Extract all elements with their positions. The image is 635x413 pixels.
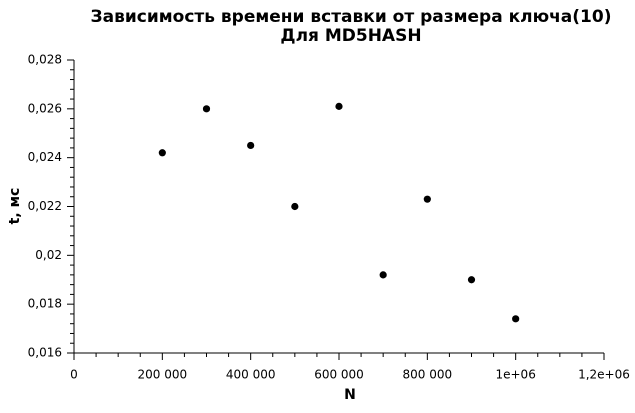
y-tick-label: 0,02 <box>35 248 62 262</box>
point <box>158 149 166 157</box>
chart-subtitle: Для MD5HASH <box>280 26 421 46</box>
y-tick-label: 0,018 <box>28 297 62 311</box>
y-tick-label: 0,022 <box>28 199 62 213</box>
point <box>379 271 387 279</box>
y-tick-label: 0,024 <box>28 150 62 164</box>
x-tick-label: 1,2e+06 <box>578 368 630 382</box>
point <box>335 102 343 110</box>
x-tick-label: 600 000 <box>314 368 364 382</box>
point <box>512 315 520 323</box>
x-tick-label: 800 000 <box>403 368 453 382</box>
chart-title: Зависимость времени вставки от размера к… <box>91 7 612 27</box>
point <box>467 276 476 284</box>
y-tick-label: 0,028 <box>28 53 62 67</box>
point <box>202 105 211 113</box>
x-axis-label: N <box>344 387 356 403</box>
x-tick-label: 200 000 <box>138 368 188 382</box>
x-tick-label: 400 000 <box>226 368 276 382</box>
y-tick-label: 0,016 <box>28 346 62 360</box>
y-axis-label: t, мс <box>7 188 23 225</box>
point <box>423 195 431 203</box>
point <box>291 202 299 211</box>
x-tick-label: 1e+06 <box>495 368 535 382</box>
x-tick-label: 0 <box>70 368 78 382</box>
point <box>247 141 255 150</box>
y-tick-label: 0,026 <box>28 101 62 115</box>
